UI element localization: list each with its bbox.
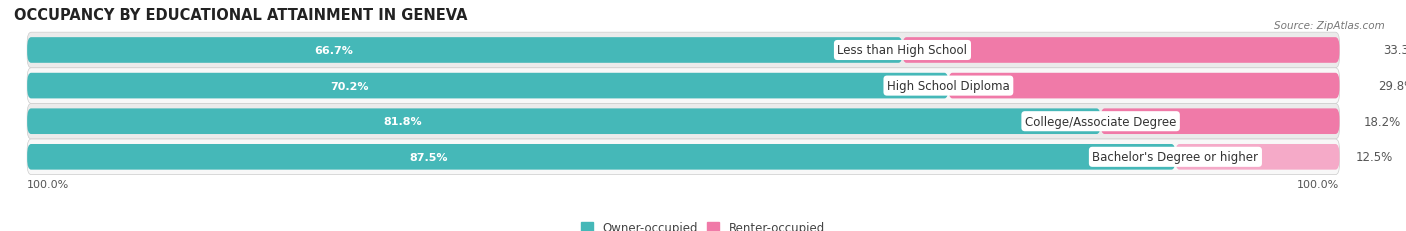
- Text: 66.7%: 66.7%: [314, 46, 353, 56]
- Text: 29.8%: 29.8%: [1378, 80, 1406, 93]
- Text: Source: ZipAtlas.com: Source: ZipAtlas.com: [1274, 21, 1385, 31]
- FancyBboxPatch shape: [27, 139, 1340, 175]
- Text: High School Diploma: High School Diploma: [887, 80, 1010, 93]
- Text: 100.0%: 100.0%: [27, 179, 69, 189]
- FancyBboxPatch shape: [27, 33, 1340, 69]
- FancyBboxPatch shape: [27, 144, 1175, 170]
- Text: OCCUPANCY BY EDUCATIONAL ATTAINMENT IN GENEVA: OCCUPANCY BY EDUCATIONAL ATTAINMENT IN G…: [14, 7, 468, 22]
- FancyBboxPatch shape: [27, 38, 903, 64]
- Text: 33.3%: 33.3%: [1384, 44, 1406, 57]
- Text: 18.2%: 18.2%: [1364, 115, 1400, 128]
- Text: 87.5%: 87.5%: [409, 152, 449, 162]
- Text: 70.2%: 70.2%: [330, 81, 368, 91]
- Text: 100.0%: 100.0%: [1298, 179, 1340, 189]
- FancyBboxPatch shape: [27, 104, 1340, 139]
- FancyBboxPatch shape: [1101, 109, 1340, 134]
- FancyBboxPatch shape: [27, 73, 949, 99]
- FancyBboxPatch shape: [949, 73, 1340, 99]
- FancyBboxPatch shape: [27, 69, 1340, 104]
- Text: 12.5%: 12.5%: [1355, 151, 1393, 164]
- Text: College/Associate Degree: College/Associate Degree: [1025, 115, 1177, 128]
- Text: Bachelor's Degree or higher: Bachelor's Degree or higher: [1092, 151, 1258, 164]
- Legend: Owner-occupied, Renter-occupied: Owner-occupied, Renter-occupied: [576, 216, 830, 231]
- Text: Less than High School: Less than High School: [838, 44, 967, 57]
- FancyBboxPatch shape: [27, 109, 1101, 134]
- Text: 81.8%: 81.8%: [384, 117, 422, 127]
- FancyBboxPatch shape: [1175, 144, 1340, 170]
- FancyBboxPatch shape: [903, 38, 1340, 64]
